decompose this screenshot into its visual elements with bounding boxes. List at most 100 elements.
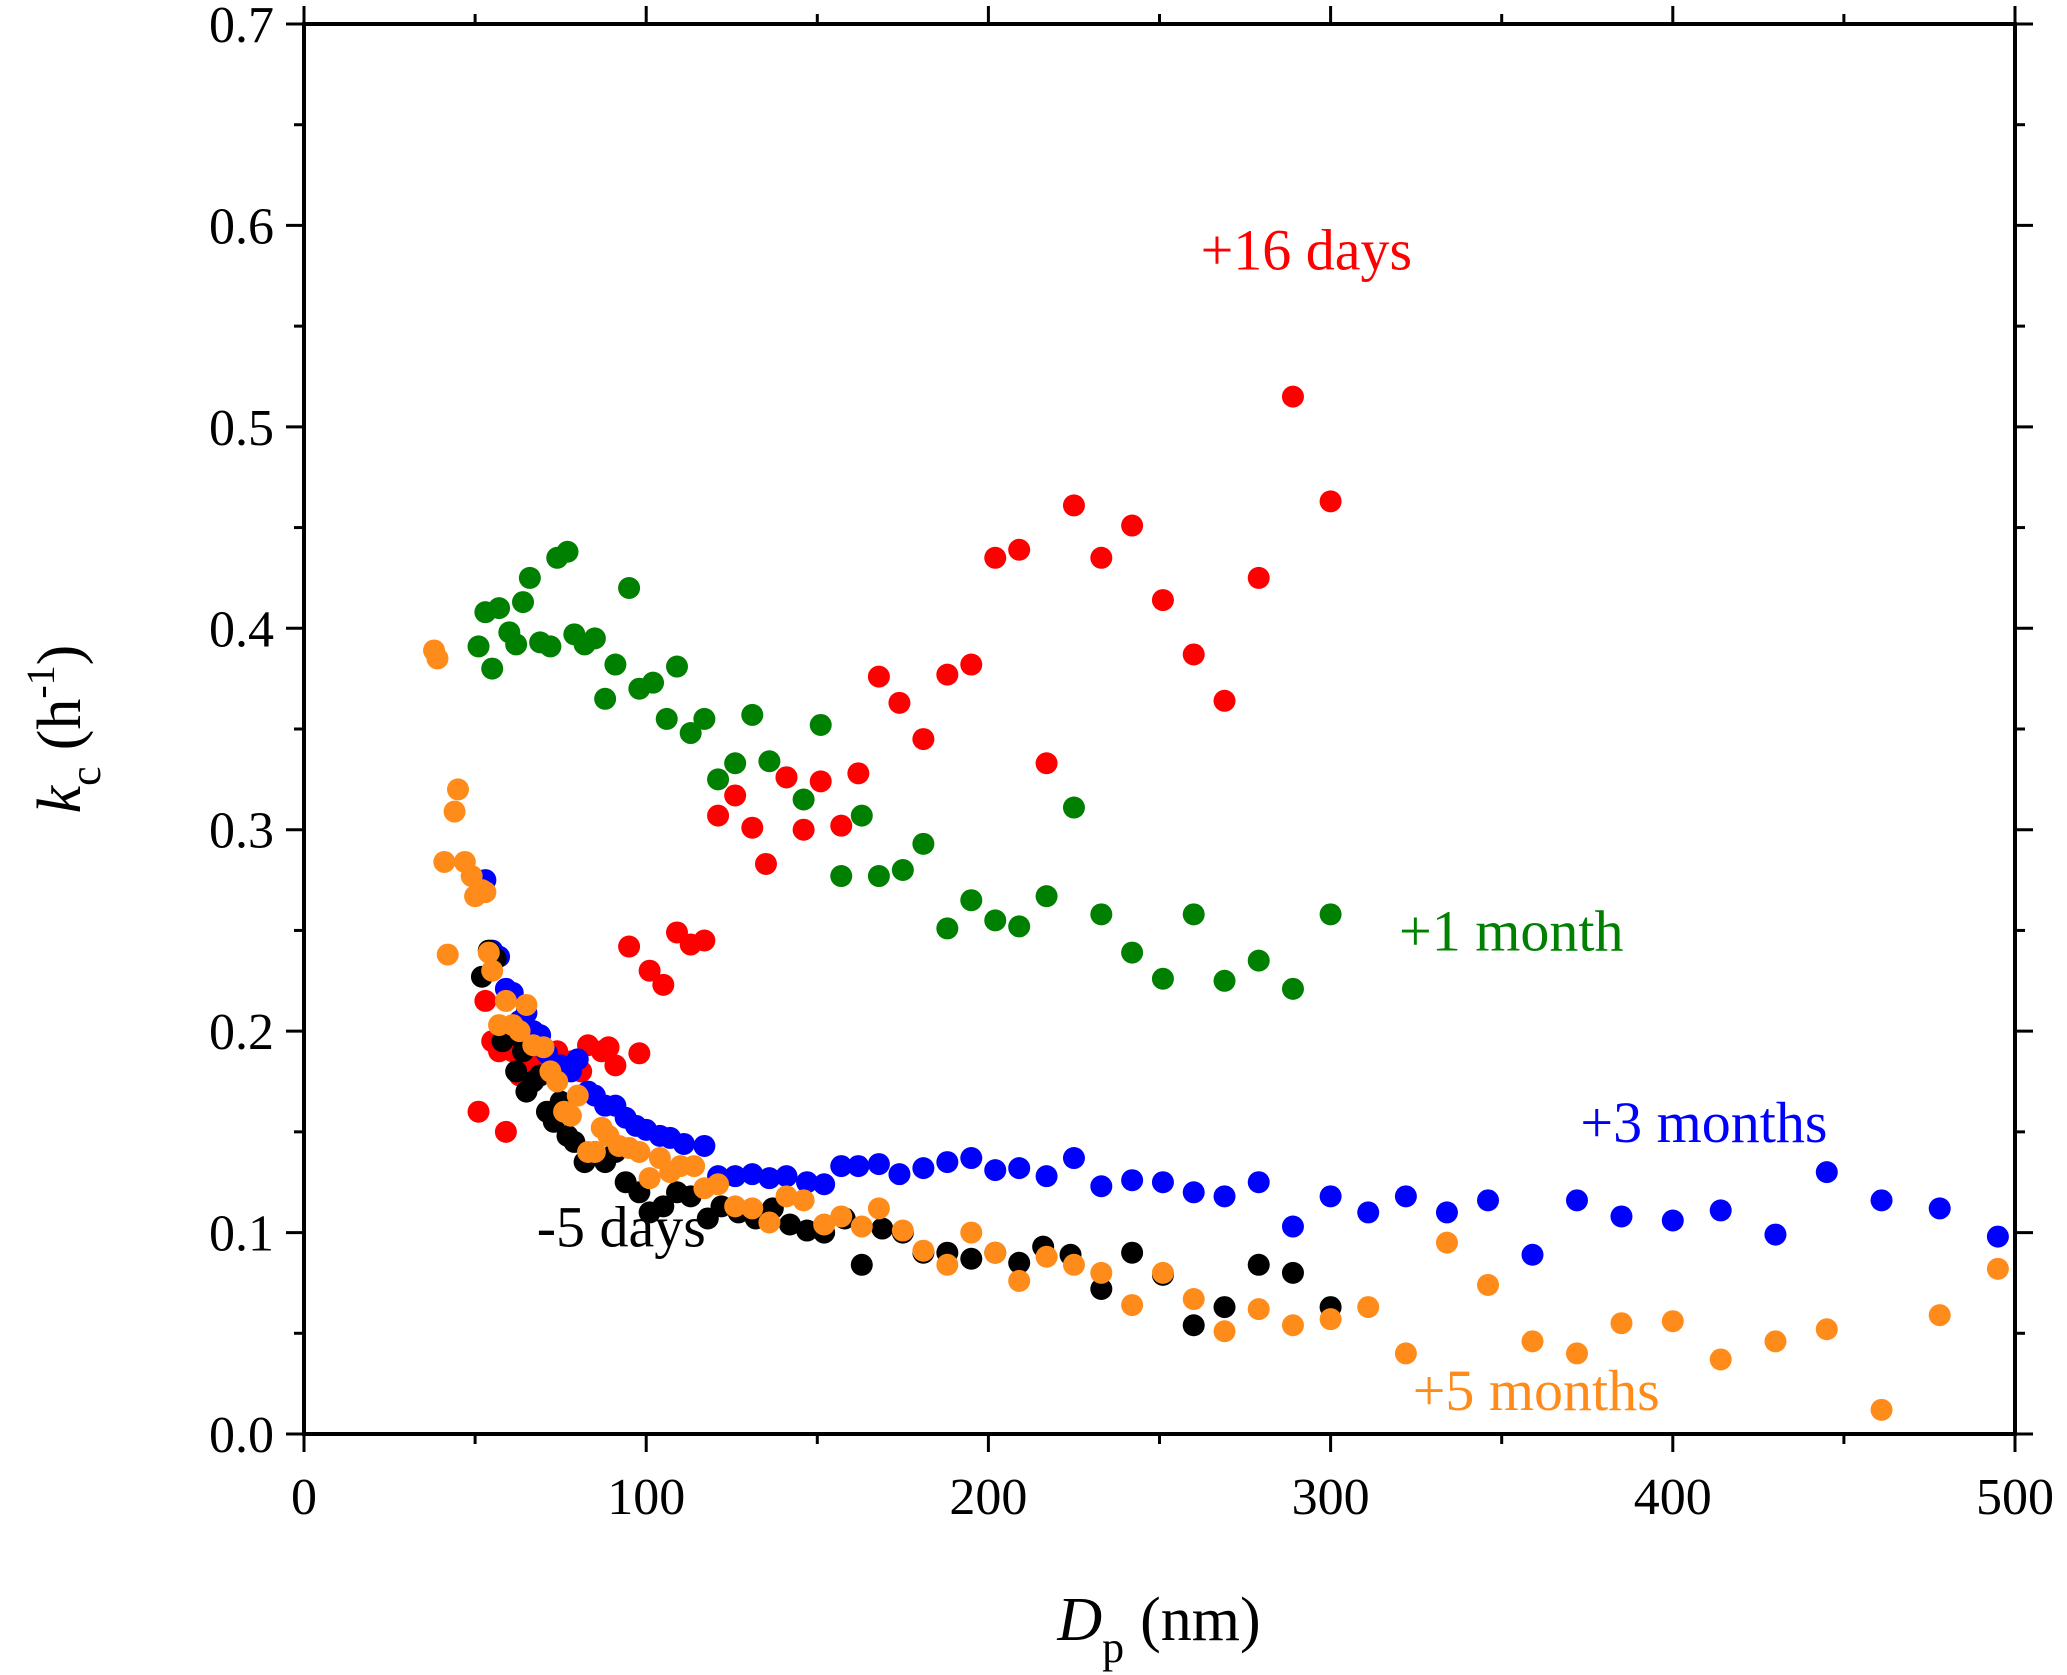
data-point [1247,1298,1270,1321]
data-point [1121,514,1144,537]
data-point [1764,1223,1787,1246]
data-point [891,859,914,881]
series-16-days [467,385,1342,1143]
data-point [1008,1251,1031,1274]
data-point [809,713,832,736]
series-3-months [474,869,2009,1266]
data-point [1213,1185,1236,1208]
data-point [888,1163,911,1186]
data-point [1035,752,1058,775]
data-point [1247,566,1270,589]
data-point [583,627,606,650]
series-label-5-months: +5 months [1413,1358,1660,1423]
data-point [1182,1181,1205,1204]
data-point [1815,1161,1838,1184]
data-point [960,889,983,912]
data-point [936,1151,959,1174]
data-point [984,546,1007,569]
y-tick-label: 0.3 [209,803,274,860]
data-point [1521,1330,1544,1353]
data-point [1182,1288,1205,1311]
data-point [1565,1189,1588,1212]
y-axis-title: kc (h-1) [18,645,110,814]
x-axis-title-subscript: p [1102,1623,1124,1672]
y-axis-tick-labels: 0.0 0.1 0.2 0.3 0.4 0.5 0.6 0.7 [209,0,274,1464]
data-point [693,1134,716,1157]
data-point [556,540,579,563]
data-point [505,1060,528,1083]
data-point [1121,1294,1144,1317]
data-point [1062,796,1085,819]
data-point [1281,1261,1304,1284]
y-tick-label: 0.2 [209,1004,274,1061]
y-axis-title-unit-open: (h [26,699,94,751]
data-point [508,1020,531,1043]
data-point [984,1241,1007,1264]
data-point [1870,1189,1893,1212]
data-point [1090,1277,1113,1300]
data-point [1035,885,1058,908]
data-point [847,1155,870,1178]
data-point [1870,1398,1893,1421]
data-point [683,1155,706,1178]
data-point [1008,1269,1031,1292]
data-point [1661,1209,1684,1232]
data-point [1928,1304,1951,1327]
data-point [936,917,959,940]
x-axis-title: Dp (nm) [1056,1586,1260,1672]
data-point [1151,1171,1174,1194]
series-5-months [423,639,2009,1421]
data-point [912,1239,935,1262]
data-point [775,766,798,789]
data-point [1213,969,1236,992]
data-point [1062,494,1085,517]
data-point [652,973,675,996]
data-point [1213,689,1236,712]
data-point [642,671,665,694]
data-point [481,657,504,680]
y-axis-title-main: k [26,784,94,813]
data-point [1281,1314,1304,1337]
data-point [494,1120,517,1143]
x-axis-tick-labels: 0 100 200 300 400 500 [291,1469,2054,1526]
data-point [960,1247,983,1270]
x-tick-label: 300 [1292,1469,1370,1526]
data-point [546,1070,569,1093]
data-point [912,1157,935,1180]
data-point [936,1253,959,1276]
data-point [775,1165,798,1188]
data-point [891,1219,914,1242]
data-point [792,788,815,811]
data-point [1151,1261,1174,1284]
data-point [1151,967,1174,990]
data-point [1062,1147,1085,1170]
data-point [724,1165,747,1188]
data-point [474,989,497,1012]
data-point [984,1159,1007,1182]
data-point [539,635,562,658]
axis-ticks [286,6,2033,1452]
series-label-1-month: +1 month [1399,899,1623,964]
data-point [1661,1310,1684,1333]
data-point [583,1141,606,1163]
data-point [796,1171,819,1194]
y-axis-title-subscript: c [61,766,110,786]
data-point [665,655,688,678]
data-point [1357,1296,1380,1319]
data-point [1247,1253,1270,1276]
data-point [1090,903,1113,926]
y-tick-label: 0.0 [209,1407,274,1464]
data-point [1121,1241,1144,1264]
data-point [597,1036,620,1059]
data-point [638,1167,661,1190]
data-point [1035,1165,1058,1188]
series-1-month [467,540,1342,1000]
data-point [847,762,870,785]
data-point [1008,538,1031,561]
data-point [1247,949,1270,972]
data-point [830,1155,853,1178]
data-point [758,1211,781,1234]
data-point [481,959,504,982]
y-tick-label: 0.4 [209,601,274,658]
data-point [1008,915,1031,938]
